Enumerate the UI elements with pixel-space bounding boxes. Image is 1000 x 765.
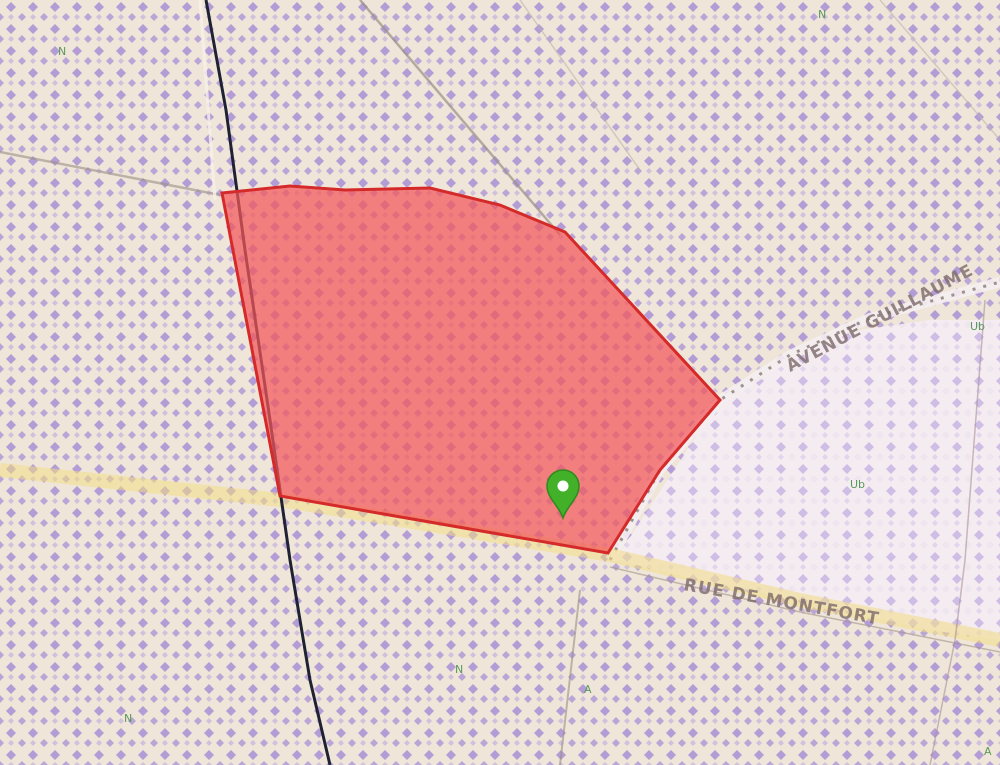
light-zone-area <box>615 320 1000 640</box>
rue-road-border <box>609 566 1000 653</box>
zone-label-n-bottom-left: N <box>124 712 132 725</box>
rue-road <box>0 463 1000 647</box>
zone-label-ub-right: Ub <box>970 320 985 333</box>
zone-label-n-top-center: N <box>818 8 826 21</box>
boundary-line <box>929 299 986 765</box>
zone-label-ub-lower: Ub <box>850 478 865 491</box>
marker-a-bottom-right: A <box>984 745 992 758</box>
road-line <box>559 589 581 765</box>
marker-a-bottom: A <box>584 683 592 696</box>
road-line <box>879 0 1000 141</box>
zone-label-n-bottom-center: N <box>455 663 463 676</box>
map-pin-icon[interactable] <box>546 469 580 521</box>
road-line <box>519 0 641 171</box>
zone-label-n-top-left: N <box>58 45 66 58</box>
road-line <box>0 150 221 197</box>
road-line <box>359 0 561 236</box>
selected-parcel[interactable] <box>220 184 723 555</box>
road-line <box>198 0 217 201</box>
